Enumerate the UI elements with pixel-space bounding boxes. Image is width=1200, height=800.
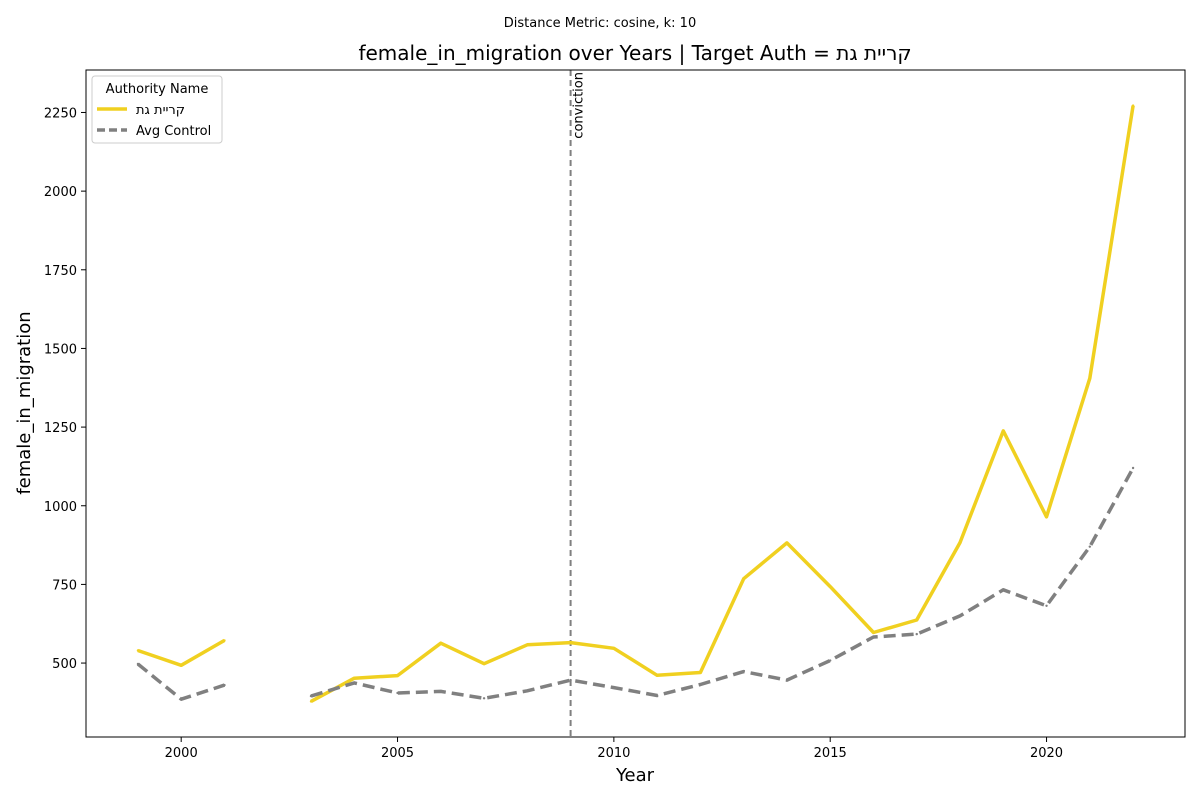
data-point-target — [353, 676, 356, 680]
chart-suptitle: Distance Metric: cosine, k: 10 — [504, 16, 696, 31]
y-tick-label: 500 — [52, 657, 77, 672]
series-line-target — [310, 105, 1135, 703]
data-point-avg-control — [136, 662, 140, 666]
x-tick-label: 2020 — [1030, 746, 1063, 761]
y-tick-label: 1250 — [44, 421, 77, 436]
y-axis: 500 750 1000 1250 1500 1750 2000 2250 — [44, 106, 86, 672]
x-tick-label: 2005 — [381, 746, 414, 761]
data-point-target — [309, 700, 313, 703]
plot-area: conviction — [136, 70, 1135, 737]
data-point-target — [699, 671, 702, 674]
y-tick-label: 750 — [52, 578, 77, 593]
data-point-target — [742, 577, 745, 580]
data-point-target — [1131, 104, 1135, 107]
data-point-avg-control — [1131, 466, 1135, 470]
data-point-target — [439, 642, 442, 645]
y-tick-label: 1750 — [44, 264, 77, 279]
y-tick-label: 1500 — [44, 342, 77, 357]
data-point-target — [482, 662, 486, 665]
data-point-target — [915, 618, 918, 622]
data-point-target — [1002, 429, 1005, 433]
data-point-avg-control — [223, 683, 226, 687]
y-tick-label: 2000 — [44, 185, 77, 200]
data-point-target — [179, 664, 183, 667]
data-point-target — [526, 643, 529, 647]
series-line-avg-control — [310, 467, 1135, 701]
data-point-target — [829, 585, 832, 588]
series-line-avg-control — [136, 662, 226, 701]
data-point-avg-control — [829, 659, 832, 662]
data-point-avg-control — [915, 632, 918, 636]
chart-title: female_in_migration over Years | Target … — [358, 41, 911, 65]
data-point-avg-control — [353, 681, 356, 685]
data-point-avg-control — [179, 698, 183, 701]
plot-frame — [85, 69, 1186, 738]
vline-label: conviction — [572, 72, 587, 139]
x-tick-label: 2015 — [814, 746, 847, 761]
data-point-target — [136, 649, 140, 652]
data-point-avg-control — [655, 694, 659, 697]
data-point-target — [569, 641, 572, 644]
legend-label-target: קריית גת — [136, 103, 185, 118]
x-tick-label: 2000 — [165, 746, 198, 761]
data-point-avg-control — [396, 691, 399, 695]
legend-label-avg-control: Avg Control — [136, 124, 211, 139]
data-point-target — [1045, 515, 1048, 518]
x-axis-label: Year — [615, 765, 655, 786]
data-point-target — [1088, 377, 1092, 380]
data-point-target — [223, 639, 226, 642]
data-point-avg-control — [742, 670, 745, 673]
data-point-avg-control — [1002, 588, 1005, 591]
legend-title: Authority Name — [106, 82, 209, 97]
data-point-avg-control — [439, 690, 442, 693]
series-line-target — [137, 638, 226, 668]
data-point-avg-control — [1045, 604, 1048, 608]
data-point-avg-control — [785, 678, 789, 682]
data-point-avg-control — [569, 678, 572, 682]
y-axis-label: female_in_migration — [14, 311, 35, 494]
data-point-avg-control — [958, 614, 962, 618]
y-tick-label: 1000 — [44, 500, 77, 515]
data-point-target — [655, 674, 659, 677]
data-point-avg-control — [612, 686, 616, 689]
legend: Authority Name קריית גת Avg Control — [91, 75, 223, 144]
data-point-target — [872, 631, 875, 634]
data-point-avg-control — [872, 635, 875, 639]
data-point-target — [785, 541, 789, 545]
data-point-target — [612, 647, 616, 650]
data-point-avg-control — [699, 683, 702, 686]
data-point-avg-control — [526, 689, 529, 692]
data-point-avg-control — [309, 694, 313, 698]
legend-box — [91, 75, 223, 144]
data-point-target — [958, 541, 962, 544]
data-point-avg-control — [1088, 545, 1092, 548]
x-tick-label: 2010 — [597, 746, 630, 761]
data-point-avg-control — [482, 697, 486, 700]
y-tick-label: 2250 — [44, 106, 77, 121]
data-point-target — [396, 674, 399, 677]
x-axis: 2000 2005 2010 2015 2020 — [165, 737, 1063, 761]
